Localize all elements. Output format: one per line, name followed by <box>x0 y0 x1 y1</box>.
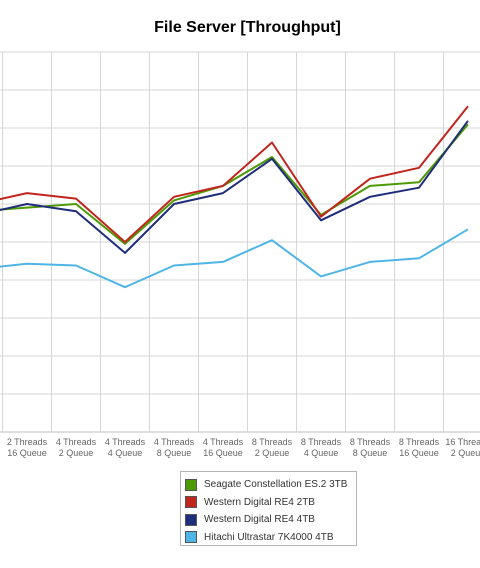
x-tick-label-line2: 4 Queue <box>304 448 339 458</box>
x-tick-label-line1: 4 Threads <box>105 437 146 447</box>
legend-label: Western Digital RE4 4TB <box>204 514 315 526</box>
legend-item: Hitachi Ultrastar 7K4000 4TB <box>185 529 356 547</box>
legend-label: Seagate Constellation ES.2 3TB <box>204 479 348 491</box>
series-line-3 <box>0 228 469 289</box>
legend-item: Western Digital RE4 2TB <box>185 494 356 512</box>
x-tick-label-line2: 16 Queue <box>7 448 47 458</box>
x-tick-label-line2: 16 Queue <box>399 448 439 458</box>
legend-item: Western Digital RE4 4TB <box>185 511 356 529</box>
x-tick-label-line1: 4 Threads <box>154 437 195 447</box>
x-tick-label-line2: 2 Queue <box>255 448 290 458</box>
x-tick-label: 4 Threads 16 Queue <box>203 437 244 458</box>
x-tick-label-line2: 8 Queue <box>353 448 388 458</box>
x-tick-label: 4 Threads 2 Queue <box>56 437 97 458</box>
series-line-2 <box>0 120 469 254</box>
x-tick-label: 8 Threads 8 Queue <box>350 437 391 458</box>
x-tick-label-line2: 2 Queue <box>451 448 480 458</box>
series-lines <box>0 105 469 289</box>
grid-lines <box>0 51 480 433</box>
x-tick-label-line2: 2 Queue <box>59 448 94 458</box>
x-tick-label-line1: 8 Threads <box>301 437 342 447</box>
x-tick-label: 8 Threads 2 Queue <box>252 437 293 458</box>
x-tick-label-line1: 2 Threads <box>7 437 48 447</box>
x-tick-label-line2: 4 Queue <box>108 448 143 458</box>
x-tick-label: 2 Threads 16 Queue <box>7 437 48 458</box>
legend-swatch <box>185 531 197 544</box>
legend-label: Hitachi Ultrastar 7K4000 4TB <box>204 531 334 543</box>
legend-swatch <box>185 513 197 526</box>
legend-swatch <box>185 496 197 509</box>
x-tick-label-line2: 16 Queue <box>203 448 243 458</box>
legend-label: Western Digital RE4 2TB <box>204 496 315 508</box>
chart-title: File Server [Throughput] <box>154 19 341 36</box>
x-tick-label-line1: 4 Threads <box>56 437 97 447</box>
x-tick-label-line1: 8 Threads <box>399 437 440 447</box>
x-tick-label: 8 Threads 4 Queue <box>301 437 342 458</box>
x-tick-label-line2: 8 Queue <box>157 448 192 458</box>
x-tick-label: 4 Threads 4 Queue <box>105 437 146 458</box>
x-tick-label-line1: 16 Threads <box>445 437 480 447</box>
x-tick-label-line1: 8 Threads <box>350 437 391 447</box>
x-tick-label: 4 Threads 8 Queue <box>154 437 195 458</box>
legend-swatch <box>185 478 197 491</box>
legend-item: Seagate Constellation ES.2 3TB <box>185 476 356 494</box>
series-line-1 <box>0 105 469 243</box>
x-tick-label: 8 Threads 16 Queue <box>399 437 440 458</box>
x-tick-label-line1: 4 Threads <box>203 437 244 447</box>
chart-legend: Seagate Constellation ES.2 3TB Western Di… <box>180 471 357 546</box>
series-line-0 <box>0 123 469 245</box>
x-tick-label-line1: 8 Threads <box>252 437 293 447</box>
